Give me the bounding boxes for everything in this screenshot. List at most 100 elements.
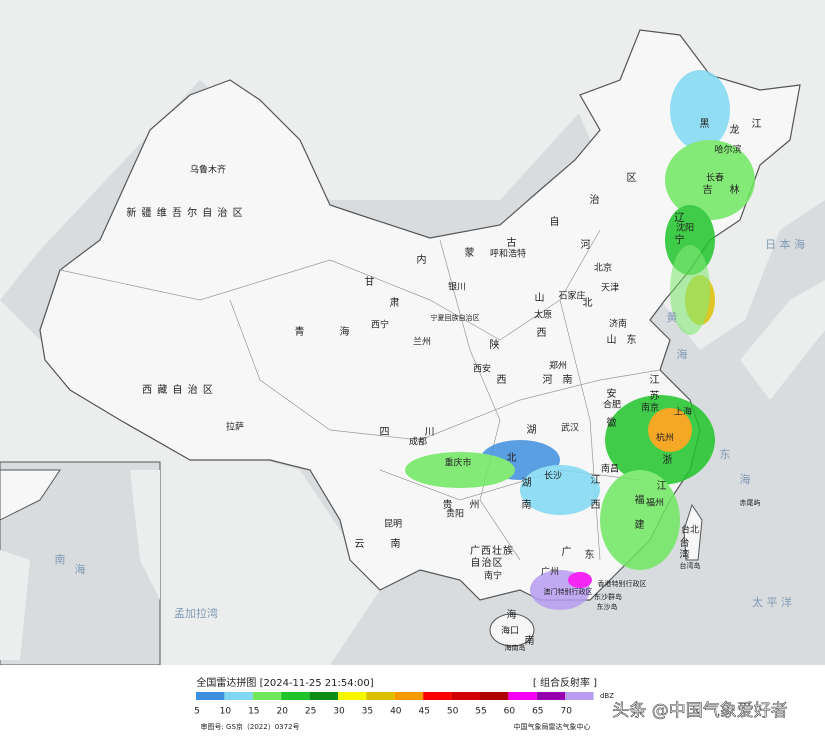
label: 四	[380, 427, 391, 438]
label: 古	[507, 236, 518, 249]
label: 拉萨	[226, 421, 244, 433]
label: 兰州	[413, 336, 431, 348]
label: 赤尾屿	[740, 498, 761, 507]
legend-swatch	[252, 692, 282, 700]
legend-value: 35	[362, 707, 373, 717]
label: 石家庄	[558, 290, 585, 302]
label: 河	[581, 239, 592, 251]
label: 南	[525, 634, 536, 647]
legend-swatch	[224, 692, 253, 700]
label: 山	[535, 292, 546, 304]
label: 林	[730, 183, 741, 196]
label: 南	[55, 553, 66, 566]
label: 济南	[609, 318, 627, 330]
label: 长沙	[544, 470, 562, 482]
label: 西 藏 自 治 区	[142, 383, 214, 396]
label: 黑	[700, 118, 711, 130]
label: 哈尔滨	[714, 144, 741, 156]
label: 江	[650, 374, 661, 386]
legend-swatch	[281, 692, 310, 700]
label: 河	[543, 374, 554, 386]
label: 内	[417, 253, 428, 266]
label: 北	[507, 452, 518, 464]
label: 江	[591, 474, 602, 486]
label: 广州	[541, 566, 559, 578]
legend-value: 40	[390, 707, 402, 717]
legend-swatch	[423, 692, 452, 700]
legend: 5 10 15 20 25 30 35 40 45 50 55 60 65 70	[194, 692, 594, 717]
label: 肃	[390, 297, 401, 309]
label: 西安	[473, 363, 491, 375]
label: 州	[470, 499, 481, 511]
label: 北	[583, 297, 594, 309]
label: 西宁	[371, 319, 389, 331]
label: 台北	[681, 524, 699, 536]
label: 江	[752, 118, 763, 130]
label: 长春	[706, 172, 724, 184]
legend-value: 55	[475, 707, 486, 717]
label: 东沙岛	[597, 602, 618, 611]
hainan	[489, 613, 535, 647]
label: 福	[635, 493, 646, 506]
label: 呼和浩特	[490, 248, 526, 260]
label: 南宁	[484, 570, 502, 582]
label: 澳门特别行政区	[544, 587, 593, 596]
label: 川	[425, 427, 436, 438]
label: 南	[391, 537, 402, 550]
unit: dBZ	[600, 692, 614, 700]
neighbor-land	[0, 0, 825, 300]
label: 台湾岛	[680, 561, 701, 570]
label: 天津	[601, 283, 619, 294]
label: 东	[585, 548, 596, 561]
label: 福州	[646, 497, 664, 509]
legend-swatch	[338, 692, 367, 700]
label: 海南岛	[505, 643, 526, 652]
label: 孟加拉湾	[174, 606, 218, 620]
inset-land	[0, 469, 61, 521]
label: 云	[355, 539, 366, 550]
label: 沈阳	[676, 222, 694, 234]
label: 西	[497, 375, 508, 386]
label: 广西壮族	[470, 544, 514, 557]
label: 杭州	[656, 432, 674, 444]
footer-title: 全国雷达拼图 [2024-11-25 21:54:00]	[196, 676, 373, 689]
label: 江	[657, 480, 668, 492]
label: 西	[537, 328, 548, 339]
label: 吉	[703, 184, 714, 196]
legend-swatch	[366, 692, 395, 700]
label: 昆明	[384, 519, 402, 530]
label: 北京	[594, 262, 612, 274]
label: 太原	[534, 309, 552, 321]
legend-value: 65	[532, 707, 543, 717]
label: 宁	[675, 233, 686, 246]
label: 乌鲁木齐	[190, 164, 226, 176]
label: 徽	[607, 416, 618, 429]
label: 海	[75, 562, 86, 576]
label: 银川	[448, 281, 466, 293]
province-borders	[59, 229, 661, 561]
legend-value: 20	[276, 707, 288, 717]
label: 太 平 洋	[752, 595, 792, 609]
label: 海口	[501, 625, 519, 637]
legend-value: 5	[194, 707, 200, 717]
label: 东沙群岛	[594, 592, 622, 601]
legend-value: 15	[248, 707, 259, 717]
label: 自治区	[471, 556, 504, 569]
legend-swatch	[394, 692, 424, 700]
label: 南	[522, 498, 533, 511]
label: 黄	[667, 310, 678, 324]
label: 贵阳	[446, 508, 464, 520]
radar-echoes	[405, 70, 755, 610]
label: 西	[591, 500, 602, 511]
label: 甘	[365, 275, 376, 288]
label: 安	[607, 387, 618, 400]
label: 建	[635, 518, 646, 531]
label: 东	[720, 448, 731, 461]
label: 自	[550, 215, 561, 228]
label: 重庆市	[444, 457, 471, 469]
label: 湖	[522, 477, 533, 489]
legend-swatch	[565, 692, 594, 700]
label: 南	[563, 373, 574, 386]
inset-land	[0, 470, 160, 660]
